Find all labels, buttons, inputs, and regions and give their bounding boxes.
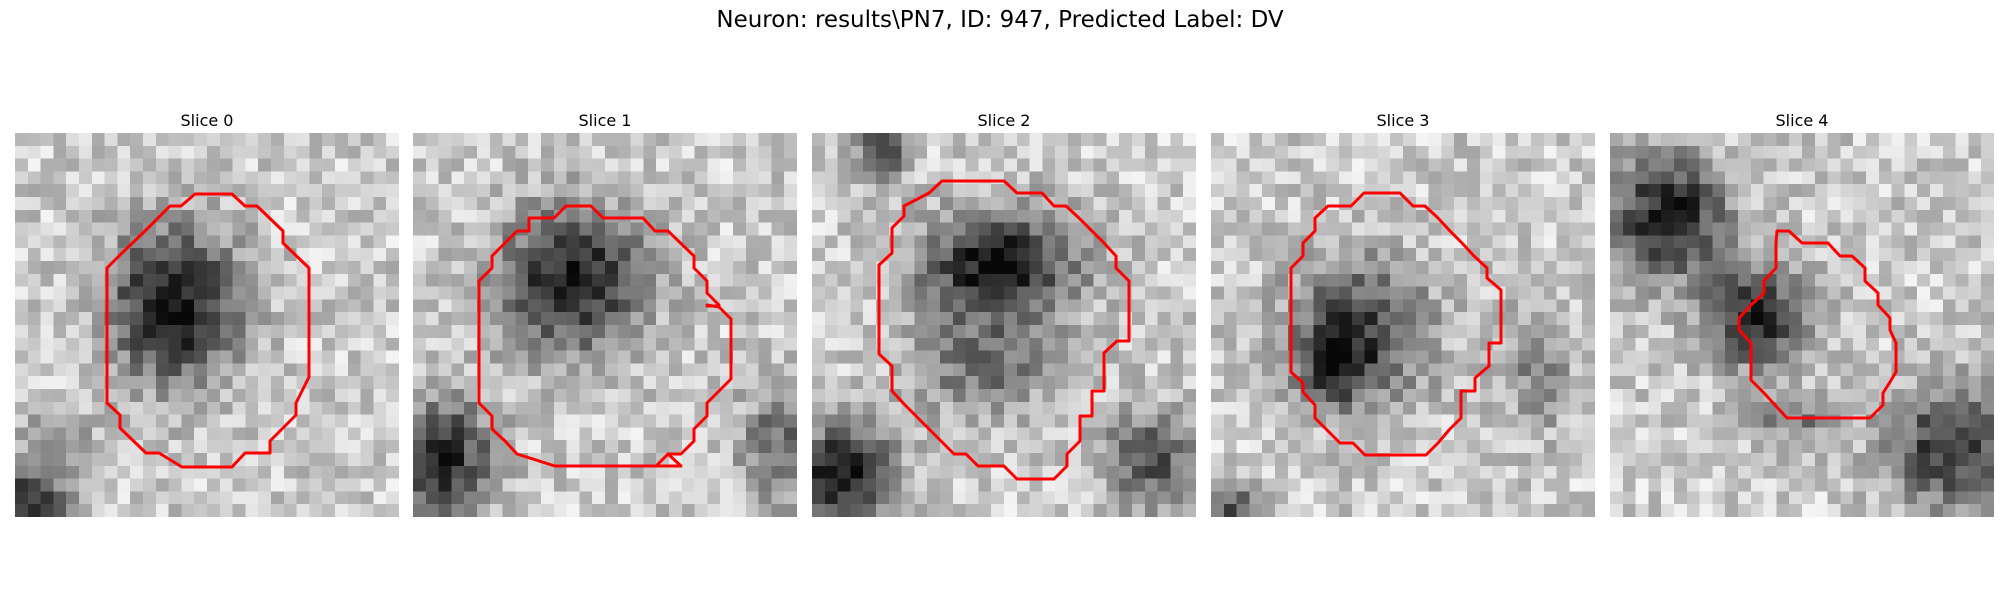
slice-image [15, 133, 399, 517]
figure-title: Neuron: results\PN7, ID: 947, Predicted … [716, 7, 1284, 33]
segmentation-contour [477, 204, 733, 468]
segmentation-contour [1737, 229, 1898, 420]
slice-panel-0: Slice 0 [15, 110, 399, 517]
slice-image [812, 133, 1196, 517]
slice-panel-3: Slice 3 [1211, 110, 1595, 517]
segmentation-contour [1289, 191, 1503, 457]
microscopy-image [812, 133, 1196, 517]
slice-title: Slice 4 [1775, 111, 1829, 130]
slice-title: Slice 1 [578, 111, 632, 130]
segmentation-contour [105, 192, 311, 469]
microscopy-image [1610, 133, 1994, 517]
slice-title: Slice 2 [977, 111, 1031, 130]
slice-panel-1: Slice 1 [413, 110, 797, 517]
segmentation-contour [877, 179, 1131, 481]
slice-title: Slice 3 [1376, 111, 1430, 130]
slice-image [1211, 133, 1595, 517]
slice-title: Slice 0 [180, 111, 234, 130]
slice-panel-4: Slice 4 [1610, 110, 1994, 517]
slice-image [413, 133, 797, 517]
microscopy-image [413, 133, 797, 517]
slice-image [1610, 133, 1994, 517]
slice-panel-2: Slice 2 [812, 110, 1196, 517]
microscopy-image [15, 133, 399, 517]
